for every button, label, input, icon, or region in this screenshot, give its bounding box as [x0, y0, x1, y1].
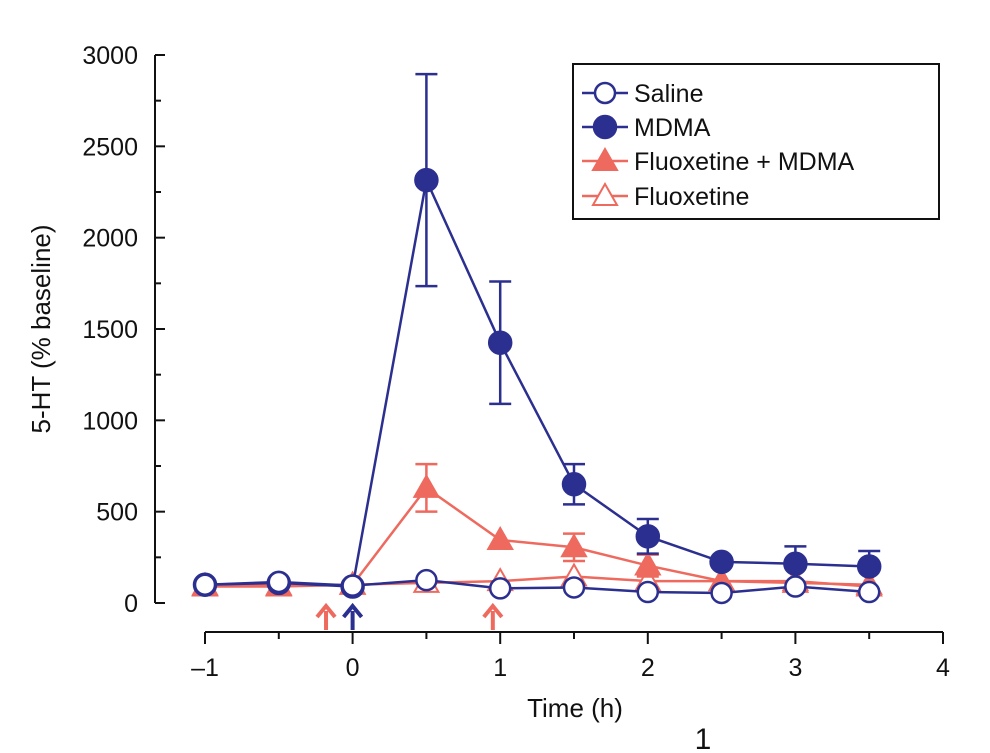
x-tick-label: –1: [191, 654, 219, 682]
y-axis-title: 5-HT (% baseline): [26, 224, 56, 433]
data-point-fluoxetine-mdma: [560, 533, 588, 558]
data-point-fluoxetine-mdma: [634, 551, 662, 576]
data-point-saline: [267, 570, 291, 594]
y-tick-label: 0: [124, 590, 138, 618]
legend-marker-fluoxetine: [591, 181, 619, 206]
data-point-saline: [710, 581, 733, 605]
data-point-fluoxetine-mdma: [412, 473, 441, 498]
data-point-saline: [341, 574, 364, 597]
y-tick-label: 1500: [82, 316, 138, 344]
legend-label-fluoxetine-mdma: Fluoxetine + MDMA: [634, 148, 855, 176]
data-point-fluoxetine-mdma: [486, 525, 514, 550]
y-tick-label: 2500: [82, 133, 138, 161]
x-tick-label: 3: [788, 654, 802, 682]
data-point-saline: [488, 577, 512, 600]
series-fluoxetine: [191, 562, 883, 597]
data-point-saline: [415, 568, 438, 592]
x-tick-label: 0: [346, 654, 360, 682]
arrow-head: [315, 602, 337, 619]
data-point-mdma: [783, 551, 808, 576]
data-point-saline: [636, 580, 660, 604]
x-tick-label: 4: [936, 654, 950, 682]
injection-arrow: [315, 602, 337, 630]
injection-arrow: [342, 602, 364, 630]
legend-box: [572, 63, 940, 220]
data-point-mdma: [414, 167, 439, 193]
x-axis-title: Time (h): [527, 693, 623, 723]
y-tick-label: 3000: [82, 42, 138, 70]
legend-marker-fluoxetine-mdma: [591, 146, 619, 171]
arrow-head: [342, 602, 364, 619]
data-point-saline: [562, 576, 586, 599]
x-ticks: –1 0 1 2 3 4: [191, 632, 950, 682]
data-point-mdma: [709, 549, 734, 575]
series-layer: [191, 72, 883, 605]
series-line-mdma: [204, 175, 870, 588]
x-tick-label: 1: [493, 654, 507, 682]
y-tick-label: 1000: [82, 407, 138, 435]
data-point-mdma: [487, 330, 513, 355]
stray-superscript: 1: [695, 723, 712, 753]
legend-label-fluoxetine: Fluoxetine: [634, 183, 749, 211]
data-point-mdma: [856, 554, 882, 579]
y-tick-label: 2000: [82, 225, 138, 253]
data-point-saline: [784, 575, 807, 598]
y-tick-label: 500: [96, 499, 138, 527]
legend-label-mdma: MDMA: [634, 114, 711, 142]
legend: Saline MDMA Fluoxetine + MDMA Fluoxetine: [572, 63, 940, 220]
data-point-saline: [857, 580, 881, 604]
legend-marker-saline: [593, 81, 617, 105]
series-line-saline: [204, 578, 870, 595]
series-line-fluoxetine-mdma: [205, 486, 870, 588]
legend-marker-mdma: [592, 114, 618, 140]
series-fluoxetine-mdma: [191, 462, 883, 597]
data-point-mdma: [561, 472, 587, 497]
arrow-head: [482, 602, 504, 619]
x-tick-label: 2: [641, 654, 655, 682]
data-point-mdma: [635, 524, 661, 549]
data-point-saline: [193, 573, 217, 596]
arrow-layer: [315, 602, 504, 630]
series-saline: [193, 568, 881, 605]
legend-label-saline: Saline: [634, 80, 704, 108]
y-ticks: 0 500 1000 1500 2000 2500 3000: [82, 42, 165, 618]
injection-arrow: [482, 602, 504, 630]
